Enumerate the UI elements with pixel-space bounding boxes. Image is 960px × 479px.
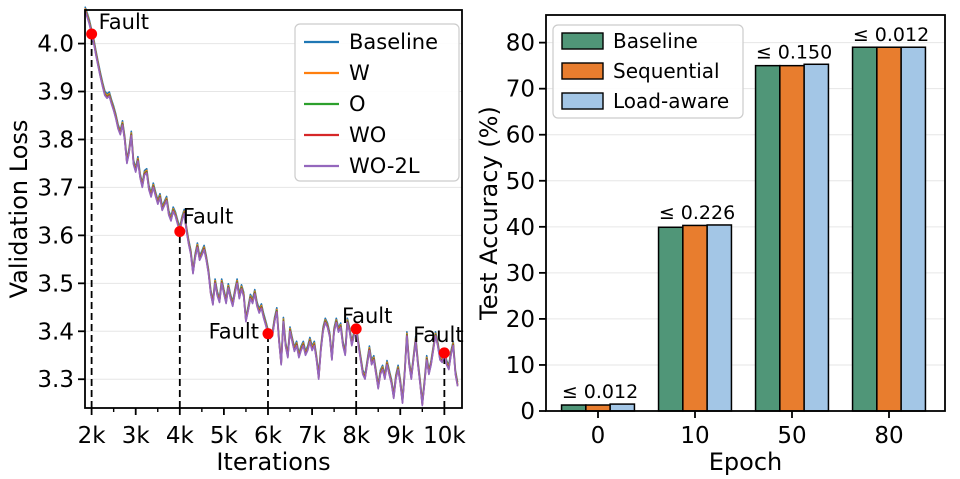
x-tick-label: 50 bbox=[777, 423, 806, 449]
bar-sequential-epoch-10 bbox=[682, 224, 708, 412]
fault-label: Fault bbox=[413, 323, 463, 347]
fault-dot bbox=[438, 347, 450, 359]
axes-spines bbox=[545, 14, 946, 412]
x-tick-label: 10k bbox=[423, 423, 466, 449]
fault-label: Fault bbox=[183, 205, 233, 229]
y-tick-label: 80 bbox=[506, 31, 535, 57]
x-tick-label: 8k bbox=[342, 423, 371, 449]
y-tick-label: 4.0 bbox=[37, 32, 74, 58]
fault-dot bbox=[350, 323, 362, 335]
y-tick-label: 50 bbox=[506, 169, 535, 195]
x-tick-label: 80 bbox=[874, 423, 903, 449]
fault-dot bbox=[174, 226, 186, 238]
bar-annotation: ≤ 0.150 bbox=[756, 41, 832, 63]
legend-label: WO bbox=[349, 123, 386, 147]
legend-label: Load-aware bbox=[613, 89, 729, 113]
axes-spines bbox=[84, 9, 463, 409]
test-accuracy-chart: ≤ 0.012 ≤ 0.226 ≤ 0.150 ≤ 0.012 0 10 50 80 0 10 20… bbox=[475, 14, 946, 476]
x-tick-label: 5k bbox=[210, 423, 239, 449]
y-tick-label: 20 bbox=[506, 307, 535, 333]
bar-load-aware-epoch-10 bbox=[706, 224, 733, 412]
legend-label: WO-2L bbox=[349, 154, 420, 178]
legend-label: W bbox=[349, 61, 370, 85]
y-tick-label: 3.8 bbox=[37, 127, 74, 153]
fault-dot bbox=[86, 28, 98, 40]
fault-label: Fault bbox=[99, 10, 149, 34]
y-tick-label: 10 bbox=[506, 353, 535, 379]
bar-annotation: ≤ 0.012 bbox=[853, 24, 929, 46]
x-tick-label: 0 bbox=[591, 423, 606, 449]
x-tick-label: 3k bbox=[122, 423, 151, 449]
x-tick-label: 2k bbox=[78, 423, 107, 449]
x-tick-label: 7k bbox=[298, 423, 327, 449]
y-tick-label: 3.3 bbox=[37, 367, 74, 393]
y-tick-label: 70 bbox=[506, 77, 535, 103]
validation-loss-chart: Fault Fault Fault Fault Fault 2k 3k 4k 5k 6k 7k 8k 9… bbox=[5, 6, 466, 476]
legend-patch-swatch bbox=[561, 32, 604, 50]
legend-patch-swatch bbox=[561, 92, 604, 110]
bar-baseline-epoch-10 bbox=[657, 226, 684, 412]
bar-sequential-epoch-80 bbox=[876, 46, 902, 412]
y-tick-label: 3.9 bbox=[37, 80, 74, 106]
y-axis-label: Validation Loss bbox=[5, 120, 33, 299]
y-tick-label: 60 bbox=[506, 123, 535, 149]
y-tick-label: 3.5 bbox=[37, 271, 74, 297]
y-tick-label: 40 bbox=[506, 215, 535, 241]
legend-label: O bbox=[349, 92, 366, 116]
y-tick-label: 3.7 bbox=[37, 175, 74, 201]
x-axis-label: Epoch bbox=[709, 448, 783, 476]
x-axis-label: Iterations bbox=[216, 448, 330, 476]
bar-annotation: ≤ 0.226 bbox=[659, 202, 735, 224]
bar-sequential-epoch-50 bbox=[779, 64, 805, 412]
y-tick-label: 3.4 bbox=[37, 319, 74, 345]
bar-load-aware-epoch-0 bbox=[609, 403, 636, 412]
bar-baseline-epoch-80 bbox=[851, 46, 878, 412]
legend: Baseline Sequential Load-aware bbox=[552, 24, 744, 119]
y-tick-label: 3.6 bbox=[37, 223, 74, 249]
bar-baseline-epoch-50 bbox=[754, 64, 781, 412]
fault-dot bbox=[262, 328, 274, 340]
x-tick-label: 6k bbox=[254, 423, 283, 449]
x-tick-label: 9k bbox=[386, 423, 415, 449]
bar-load-aware-epoch-80 bbox=[900, 46, 927, 412]
x-tick-label: 10 bbox=[680, 423, 709, 449]
y-axis-label: Test Accuracy (%) bbox=[475, 106, 503, 321]
fault-label: Fault bbox=[342, 304, 392, 328]
y-tick-label: 30 bbox=[506, 261, 535, 287]
bar-load-aware-epoch-50 bbox=[803, 63, 830, 412]
y-tick-label: 0 bbox=[520, 399, 535, 425]
legend-box bbox=[294, 23, 460, 182]
legend: Baseline WO WO WO-2L bbox=[294, 23, 460, 182]
legend-label: Baseline bbox=[349, 30, 438, 54]
legend-label: Baseline bbox=[613, 29, 698, 53]
legend-label: Sequential bbox=[613, 59, 720, 83]
legend-patch-swatch bbox=[561, 62, 604, 80]
x-tick-label: 4k bbox=[166, 423, 195, 449]
bar-annotation: ≤ 0.012 bbox=[562, 381, 638, 403]
fault-label: Fault bbox=[209, 320, 259, 344]
